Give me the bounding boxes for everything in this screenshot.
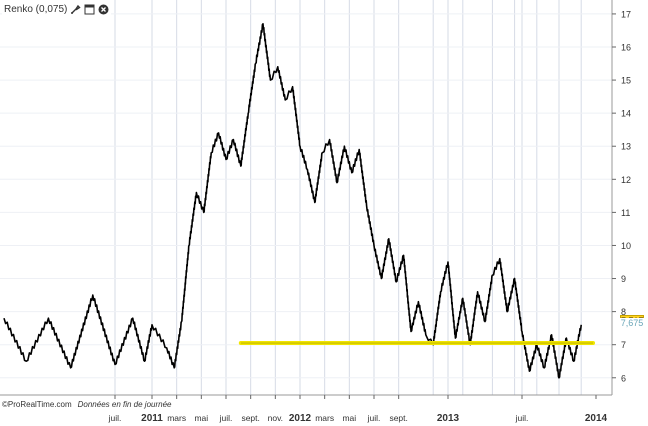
y-tick-label: 8 <box>621 307 626 317</box>
x-tick-label: mai <box>342 413 356 423</box>
close-icon[interactable] <box>98 4 109 15</box>
plot-background <box>0 0 612 395</box>
x-tick-label: 2011 <box>141 413 163 424</box>
x-tick-label: nov. <box>268 413 283 423</box>
wrench-icon[interactable] <box>70 4 81 15</box>
x-tick-label: 2013 <box>437 413 460 424</box>
y-tick-label: 13 <box>621 142 631 152</box>
y-tick-label: 9 <box>621 274 626 284</box>
x-tick-label: mai <box>194 413 208 423</box>
y-tick-label: 7 <box>621 340 626 350</box>
y-axis-ticks: 6 7 8 9 10 11 12 13 14 15 16 17 <box>612 9 631 383</box>
x-tick-label: juil. <box>367 413 381 423</box>
y-tick-label: 16 <box>621 43 631 53</box>
x-tick-label: juil. <box>219 413 233 423</box>
previous-price-label: 7,675 <box>620 318 644 330</box>
x-tick-label: juil. <box>108 413 122 423</box>
maximize-icon[interactable] <box>84 4 95 15</box>
x-tick-label: 2012 <box>289 413 312 424</box>
y-tick-label: 12 <box>621 175 631 185</box>
y-tick-label: 17 <box>621 9 631 19</box>
y-tick-label: 10 <box>621 241 631 251</box>
x-gridlines <box>114 0 582 395</box>
y-tick-label: 14 <box>621 109 631 119</box>
x-tick-label: sept. <box>389 413 407 423</box>
price-line <box>3 23 582 379</box>
y-tick-label: 15 <box>621 76 631 86</box>
x-tick-label: mars <box>167 413 186 423</box>
panel-title: Renko (0,075) <box>4 3 68 15</box>
data-note: Données en fin de journée <box>77 400 172 409</box>
brand-label: ©ProRealTime.com <box>2 400 72 409</box>
panel-header: Renko (0,075) <box>2 2 112 16</box>
x-tick-label: 2014 <box>585 413 608 424</box>
y-tick-label: 11 <box>621 208 630 218</box>
x-axis-ticks: juil. 2011 mars mai juil. sept. nov. 2012 mars ma… <box>108 395 608 424</box>
footer: ©ProRealTime.com Données en fin de journ… <box>2 400 171 409</box>
series-group <box>3 23 596 379</box>
x-tick-label: sept. <box>241 413 259 423</box>
x-tick-label: juil. <box>515 413 529 423</box>
y-tick-label: 6 <box>621 373 626 383</box>
x-tick-label: mars <box>315 413 334 423</box>
